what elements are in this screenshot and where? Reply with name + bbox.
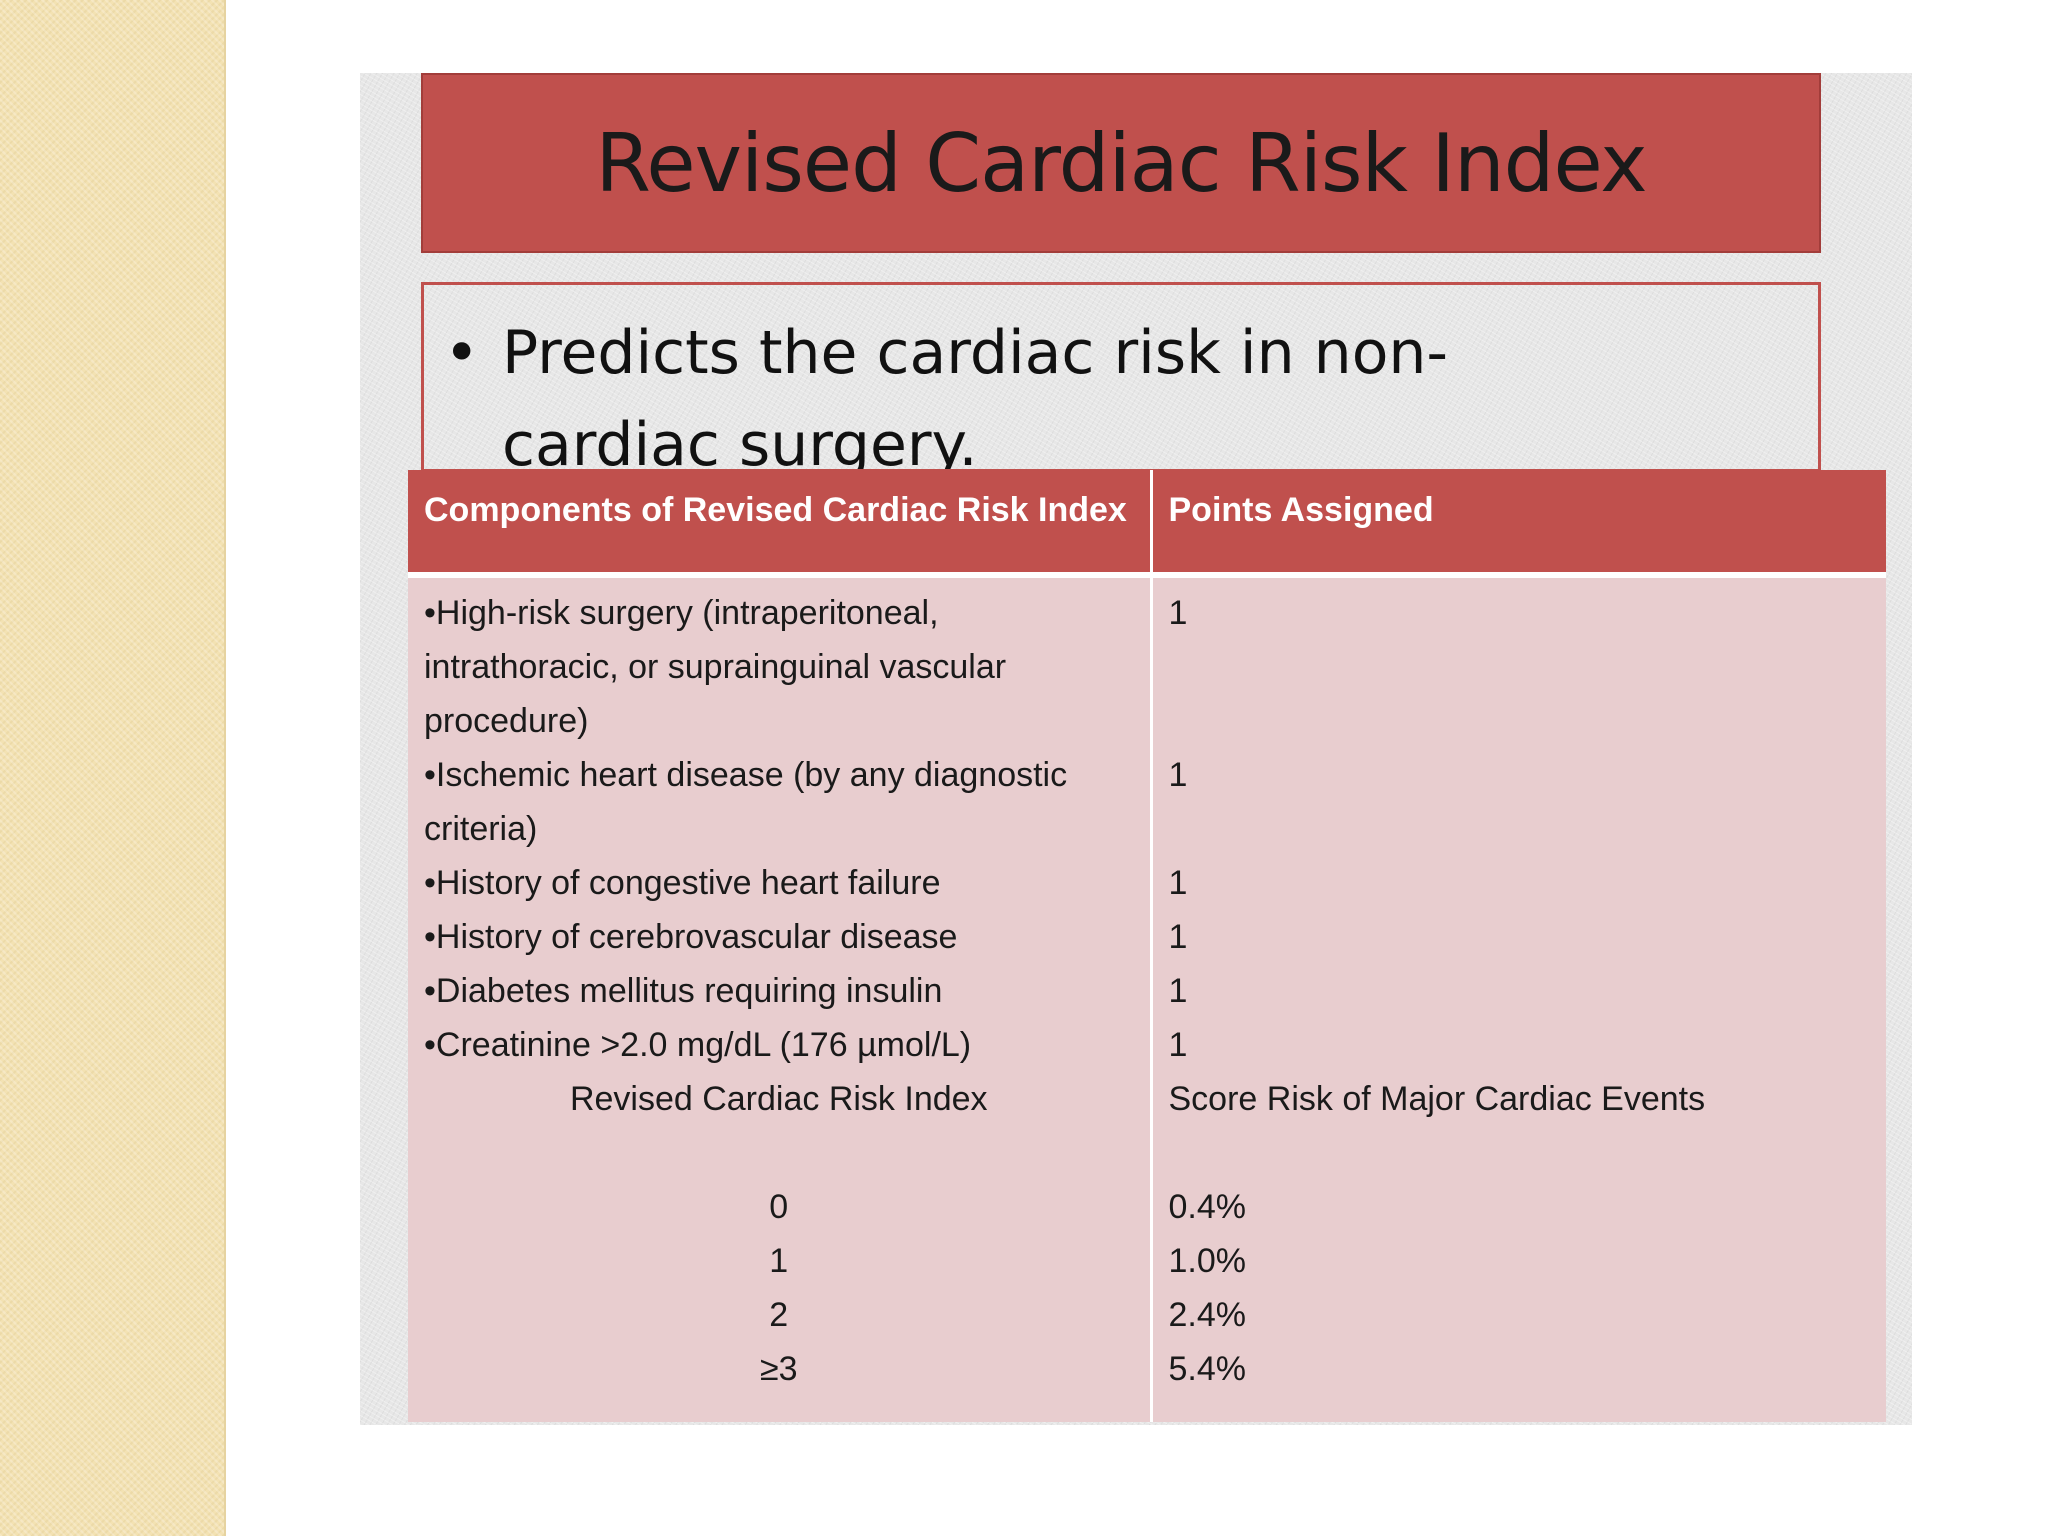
- points-value: 1: [1168, 972, 1188, 1010]
- component-item: •Ischemic heart disease (by any diagnost…: [424, 756, 1077, 848]
- component-item: •History of congestive heart failure: [424, 864, 941, 902]
- score-index: 1: [769, 1242, 789, 1280]
- score-index: 2: [769, 1296, 789, 1334]
- points-value: 1: [1168, 1026, 1188, 1064]
- component-item: •History of cerebrovascular disease: [424, 918, 958, 956]
- slide-title: Revised Cardiac Risk Index: [595, 116, 1647, 210]
- component-item: •Diabetes mellitus requiring insulin: [424, 972, 943, 1010]
- bullet-text: Predicts the cardiac risk in non- cardia…: [502, 318, 1449, 472]
- risk-value: 0.4%: [1168, 1188, 1247, 1226]
- score-index-header: Revised Cardiac Risk Index: [569, 1080, 988, 1118]
- table-header-row: Components of Revised Cardiac Risk Index…: [408, 470, 1886, 575]
- risk-header: Score Risk of Major Cardiac Events: [1168, 1080, 1706, 1118]
- header-points: Points Assigned: [1151, 470, 1886, 575]
- component-item: •Creatinine >2.0 mg/dL (176 µmol/L): [424, 1026, 972, 1064]
- risk-value: 2.4%: [1168, 1296, 1247, 1334]
- risk-value: 1.0%: [1168, 1242, 1247, 1280]
- bullet-item: • Predicts the cardiac risk in non- card…: [444, 307, 1604, 472]
- points-value: 1: [1168, 918, 1188, 956]
- score-index: ≥3: [759, 1350, 798, 1388]
- spacer: [1169, 802, 1871, 856]
- points-value: 1: [1168, 864, 1188, 902]
- rcri-table: Components of Revised Cardiac Risk Index…: [408, 470, 1886, 1422]
- spacer: [1169, 640, 1871, 748]
- risk-value: 5.4%: [1168, 1350, 1247, 1388]
- bullet-box: • Predicts the cardiac risk in non- card…: [421, 282, 1821, 472]
- bullet-marker: •: [444, 318, 480, 388]
- side-decorative-band: [0, 0, 226, 1536]
- header-components: Components of Revised Cardiac Risk Index: [408, 470, 1153, 575]
- title-banner: Revised Cardiac Risk Index: [421, 73, 1821, 253]
- components-cell: •High-risk surgery (intraperitoneal, int…: [408, 575, 1153, 1422]
- points-value: 1: [1168, 594, 1188, 632]
- component-item: •High-risk surgery (intraperitoneal, int…: [424, 594, 1016, 740]
- score-index: 0: [769, 1188, 789, 1226]
- points-value: 1: [1168, 756, 1188, 794]
- table-body-row: •High-risk surgery (intraperitoneal, int…: [408, 575, 1886, 1422]
- points-cell: 1 1 1 1 1 1 Score Risk of Major Cardiac …: [1151, 575, 1886, 1422]
- spacer: [424, 1126, 1134, 1180]
- spacer: [1169, 1126, 1871, 1180]
